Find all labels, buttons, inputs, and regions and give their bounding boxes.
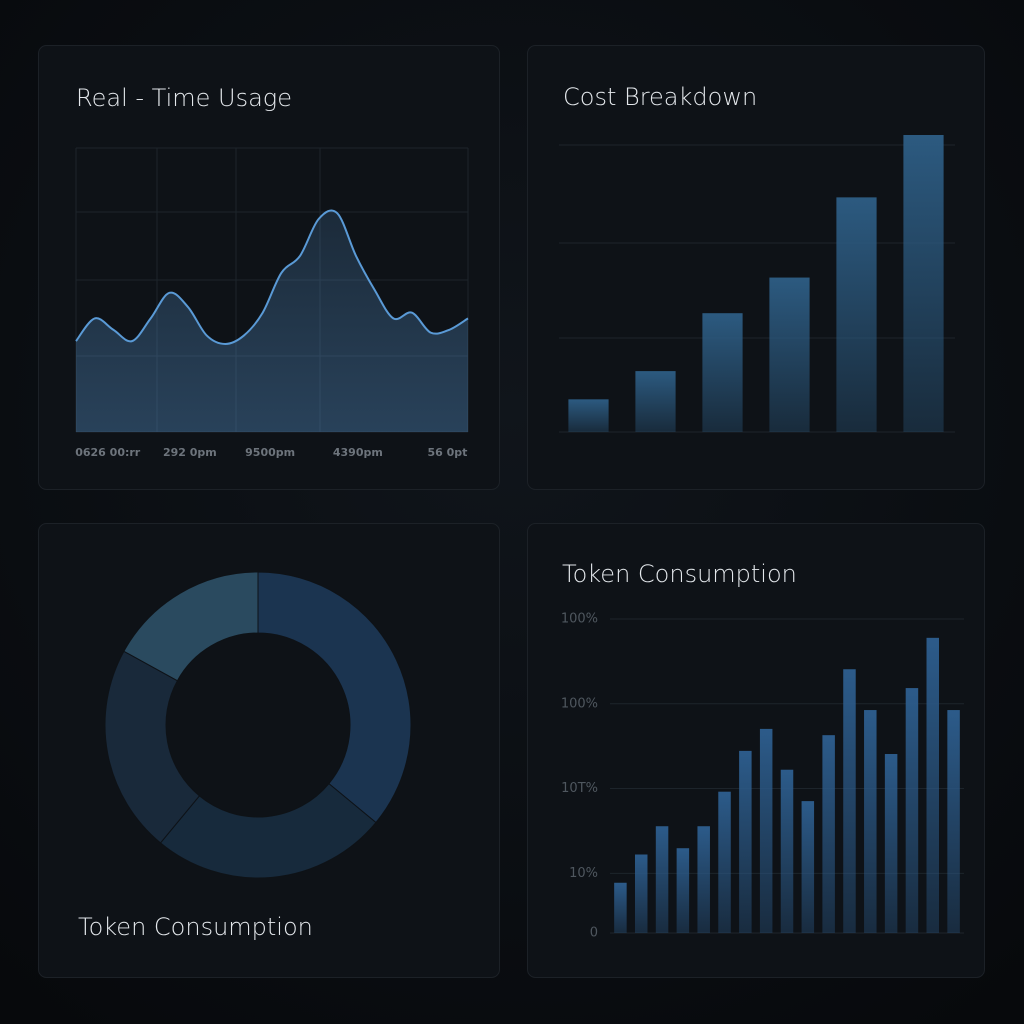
bar — [780, 769, 794, 933]
y-tick-label: 10T% — [561, 781, 598, 796]
chart-title: Token Consumption — [78, 913, 313, 941]
bar — [655, 826, 669, 933]
y-tick-label: 100% — [561, 696, 598, 711]
bar — [759, 728, 773, 933]
chart-title: Real - Time Usage — [76, 84, 292, 112]
x-tick-label: 9500pm — [245, 446, 295, 459]
x-tick-label: 4390pm — [333, 446, 383, 459]
bar — [702, 313, 743, 432]
bar — [905, 688, 919, 933]
bar — [903, 135, 944, 432]
bar — [822, 735, 835, 933]
chart-title: Cost Breakdown — [563, 83, 757, 111]
x-tick-label: 0626 00:rr — [75, 446, 141, 459]
x-tick-label: 292 0pm — [163, 446, 217, 459]
line — [75, 209, 469, 345]
y-tick-label: 10% — [569, 866, 598, 881]
bar — [769, 277, 810, 432]
bar — [568, 399, 609, 432]
bar-grid — [559, 144, 955, 433]
y-tick-label: 100% — [561, 612, 598, 627]
bar — [926, 637, 940, 933]
x-tick-label: 56 0pt — [427, 446, 467, 459]
bar — [697, 826, 710, 933]
bar — [864, 710, 877, 933]
donut-segment — [257, 571, 412, 824]
bar — [676, 848, 690, 933]
y-tick-label: 0 — [590, 926, 598, 941]
line-area — [76, 210, 468, 432]
bar — [634, 854, 648, 933]
bar — [947, 710, 960, 933]
bar — [718, 791, 731, 933]
bar — [614, 882, 627, 933]
bar — [635, 371, 676, 432]
bar — [843, 669, 856, 933]
bar — [739, 750, 752, 933]
bar — [836, 197, 877, 432]
donut-segment — [159, 782, 377, 879]
chart-title: Token Consumption — [562, 560, 797, 588]
donut-segment — [123, 571, 259, 682]
bar — [801, 801, 815, 933]
bar — [884, 754, 898, 933]
donut-segment — [104, 650, 201, 844]
